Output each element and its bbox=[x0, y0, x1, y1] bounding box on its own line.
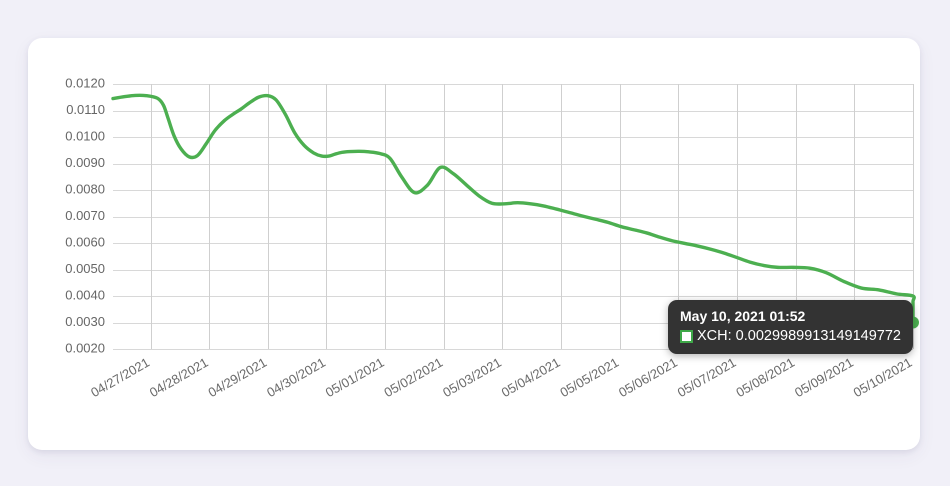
x-axis-tick-label: 05/01/2021 bbox=[323, 355, 387, 401]
x-axis-tick-label: 04/28/2021 bbox=[147, 355, 211, 401]
x-axis-tick-label: 04/29/2021 bbox=[205, 355, 269, 401]
x-axis-tick-label: 05/05/2021 bbox=[557, 355, 621, 401]
x-axis-tick-label: 05/10/2021 bbox=[851, 355, 915, 401]
x-axis-tick-labels: 04/27/202104/28/202104/29/202104/30/2021… bbox=[88, 355, 914, 401]
y-axis-tick-label: 0.0080 bbox=[65, 181, 105, 196]
y-axis-tick-label: 0.0090 bbox=[65, 155, 105, 170]
y-axis-tick-label: 0.0110 bbox=[66, 102, 105, 117]
x-axis-tick-label: 05/02/2021 bbox=[381, 355, 445, 401]
y-axis-tick-label: 0.0030 bbox=[65, 314, 105, 329]
series-line-xch[interactable] bbox=[111, 93, 916, 325]
x-axis-tick-label: 05/04/2021 bbox=[499, 355, 563, 401]
y-axis-tick-label: 0.0100 bbox=[65, 128, 105, 143]
x-axis-tick-label: 05/06/2021 bbox=[616, 355, 680, 401]
tooltip-value: XCH: 0.0029989913149149772 bbox=[697, 328, 901, 344]
y-axis-tick-label: 0.0120 bbox=[65, 75, 105, 90]
x-axis-tick-label: 04/27/2021 bbox=[88, 355, 152, 401]
y-axis-tick-label: 0.0040 bbox=[65, 287, 105, 302]
chart-tooltip: May 10, 2021 01:52 XCH: 0.00299899131491… bbox=[668, 300, 913, 354]
tooltip-series-row: XCH: 0.0029989913149149772 bbox=[680, 328, 901, 345]
x-axis-tick-label: 05/08/2021 bbox=[733, 355, 797, 401]
x-axis-tick-label: 05/09/2021 bbox=[792, 355, 856, 401]
y-axis-tick-labels: 0.0120 0.0110 0.0100 0.0090 0.0080 0.0070 0.00… bbox=[65, 75, 105, 355]
legend-swatch-icon bbox=[680, 330, 693, 343]
x-axis-tick-label: 04/30/2021 bbox=[264, 355, 328, 401]
y-axis-tick-label: 0.0050 bbox=[65, 261, 105, 276]
tooltip-title: May 10, 2021 01:52 bbox=[680, 308, 806, 324]
y-axis-tick-label: 0.0020 bbox=[65, 340, 105, 355]
vertical-gridlines bbox=[151, 84, 914, 349]
y-axis-tick-label: 0.0060 bbox=[65, 234, 105, 249]
x-axis-tick-label: 05/07/2021 bbox=[675, 355, 739, 401]
x-axis-tick-label: 05/03/2021 bbox=[440, 355, 504, 401]
y-axis-tick-label: 0.0070 bbox=[65, 208, 105, 223]
